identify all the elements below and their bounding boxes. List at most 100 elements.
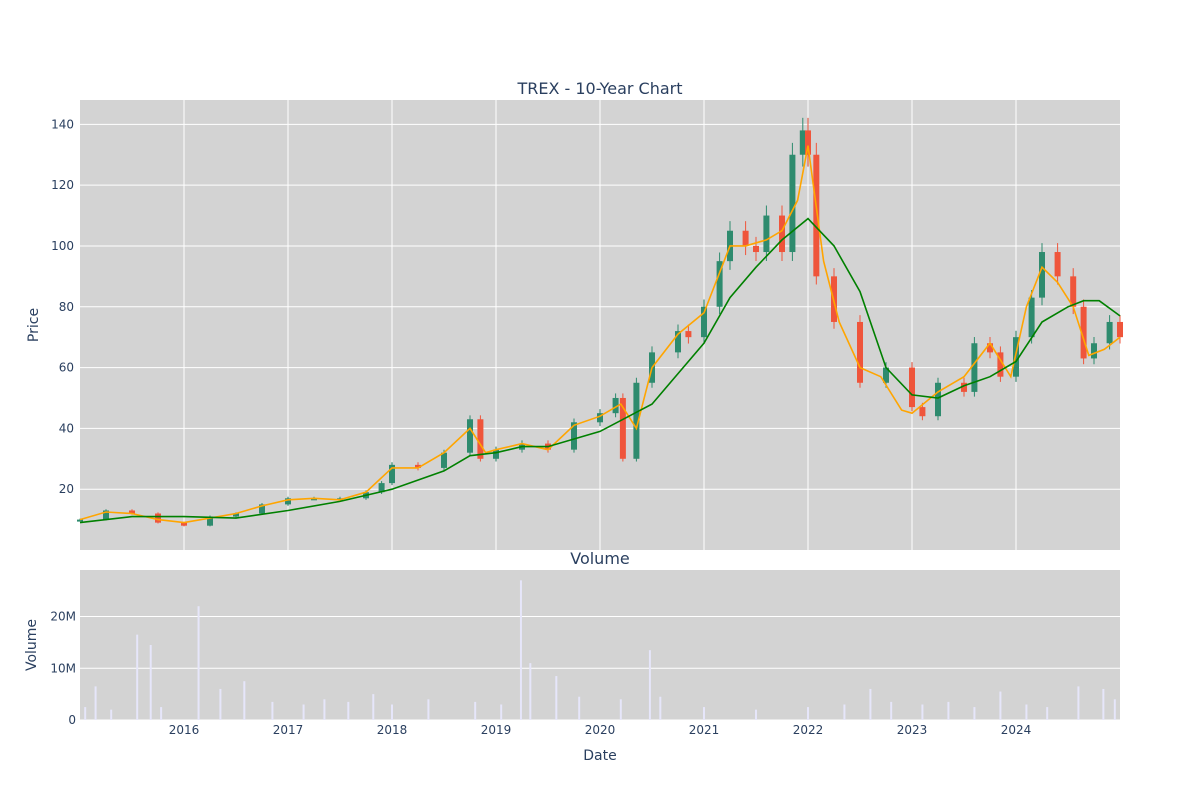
price-candle-body bbox=[753, 245, 759, 253]
price-tick-label: 40 bbox=[59, 421, 74, 435]
moving-average-short-line bbox=[79, 145, 1121, 524]
date-tick-label: 2024 bbox=[1001, 723, 1032, 737]
price-candle-body bbox=[612, 397, 619, 414]
volume-bar bbox=[999, 691, 1002, 720]
date-tick-label: 2021 bbox=[689, 723, 720, 737]
price-candle-body bbox=[477, 419, 484, 459]
date-tick-label: 2018 bbox=[377, 723, 408, 737]
volume-bar bbox=[149, 645, 152, 720]
price-candle-body bbox=[1106, 321, 1113, 344]
price-candle-body bbox=[129, 510, 135, 514]
price-candle-body bbox=[1054, 252, 1061, 277]
volume-bar bbox=[94, 686, 97, 720]
volume-bar bbox=[391, 704, 393, 720]
volume-bar bbox=[474, 701, 477, 720]
volume-bar bbox=[755, 709, 757, 720]
volume-axis-title: Volume bbox=[24, 619, 40, 671]
price-tick-label: 60 bbox=[59, 361, 74, 375]
volume-bar bbox=[648, 650, 651, 720]
price-candle-body bbox=[919, 407, 926, 417]
volume-plot-background bbox=[80, 570, 1120, 720]
date-tick-label: 2017 bbox=[273, 723, 304, 737]
price-candle-body bbox=[701, 306, 707, 338]
price-candle-body bbox=[997, 352, 1004, 377]
price-candle-body bbox=[467, 419, 473, 453]
volume-bar bbox=[1113, 699, 1116, 720]
volume-panel: 0 10M 20M 2016 2017 2018 2019 2020 2021 2022 2023 2… bbox=[50, 570, 1120, 737]
volume-bar bbox=[529, 663, 532, 720]
price-candle-body bbox=[571, 422, 577, 450]
price-candle-body bbox=[181, 522, 187, 526]
price-candle-body bbox=[742, 230, 749, 246]
volume-bar bbox=[519, 580, 522, 720]
price-candle-body bbox=[685, 331, 692, 338]
price-candle-body bbox=[103, 510, 109, 520]
price-candle-body bbox=[1070, 276, 1077, 307]
price-candle-body bbox=[311, 498, 317, 501]
date-tick-label: 2020 bbox=[585, 723, 616, 737]
date-tick-label: 2016 bbox=[169, 723, 200, 737]
volume-bar bbox=[84, 707, 87, 720]
volume-bar bbox=[807, 707, 809, 720]
volume-subplot-title: Volume bbox=[570, 549, 630, 568]
price-tick-label: 80 bbox=[59, 300, 74, 314]
volume-tick-label: 20M bbox=[50, 610, 76, 624]
price-candle-body bbox=[207, 516, 213, 526]
volume-bar bbox=[1102, 688, 1105, 720]
price-candle-body bbox=[77, 519, 83, 522]
volume-bar bbox=[110, 709, 113, 720]
price-candle-body bbox=[1080, 306, 1087, 359]
volume-bar bbox=[703, 707, 705, 720]
price-candle-body bbox=[971, 343, 978, 392]
price-candle-body bbox=[799, 130, 806, 155]
volume-bar bbox=[1025, 704, 1028, 720]
price-candle-body bbox=[259, 504, 265, 514]
volume-bar bbox=[427, 699, 430, 720]
price-candle-body bbox=[493, 449, 499, 459]
volume-bar bbox=[347, 701, 350, 720]
volume-bar bbox=[947, 701, 950, 720]
volume-bar bbox=[890, 701, 893, 720]
volume-bar bbox=[578, 696, 581, 720]
price-tick-label: 20 bbox=[59, 482, 74, 496]
price-tick-label: 120 bbox=[51, 178, 74, 192]
volume-bar bbox=[500, 704, 503, 720]
price-candle-body bbox=[389, 464, 395, 484]
price-candle-body bbox=[813, 154, 820, 277]
price-candle-body bbox=[619, 397, 626, 459]
price-candle-body bbox=[961, 382, 967, 392]
volume-bar bbox=[1046, 707, 1049, 720]
volume-bar bbox=[372, 694, 375, 720]
price-candle-body bbox=[675, 331, 681, 353]
volume-bar bbox=[619, 699, 622, 720]
price-candle-body bbox=[1039, 252, 1045, 298]
price-candle-body bbox=[857, 321, 863, 383]
price-candle-body bbox=[716, 261, 723, 307]
price-candle-body bbox=[987, 343, 993, 353]
price-candle-body bbox=[415, 464, 421, 468]
volume-bar bbox=[271, 701, 274, 720]
price-candle-body bbox=[935, 382, 941, 417]
price-candle-body bbox=[779, 215, 785, 253]
price-axis-title: Price bbox=[26, 308, 42, 342]
date-axis-title: Date bbox=[583, 748, 616, 764]
volume-bar bbox=[243, 681, 246, 720]
date-tick-label: 2023 bbox=[897, 723, 928, 737]
price-candle-body bbox=[233, 513, 239, 517]
volume-bar bbox=[921, 704, 924, 720]
volume-bar bbox=[973, 707, 976, 720]
price-tick-label: 100 bbox=[51, 239, 74, 253]
price-candle-body bbox=[763, 215, 770, 253]
volume-bar bbox=[302, 704, 305, 720]
price-candle-body bbox=[789, 154, 796, 253]
date-tick-label: 2019 bbox=[481, 723, 512, 737]
volume-bar bbox=[160, 707, 163, 720]
volume-tick-label: 10M bbox=[50, 661, 76, 675]
date-tick-label: 2022 bbox=[793, 723, 824, 737]
price-candle-body bbox=[285, 498, 291, 505]
volume-bar bbox=[843, 704, 846, 720]
volume-tick-label: 0 bbox=[68, 713, 76, 727]
price-panel: 20 40 60 80 100 120 140 bbox=[51, 100, 1123, 550]
price-candle-body bbox=[805, 130, 811, 155]
